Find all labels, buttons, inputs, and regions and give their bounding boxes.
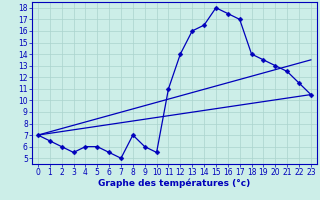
X-axis label: Graphe des températures (°c): Graphe des températures (°c) [98, 179, 251, 188]
